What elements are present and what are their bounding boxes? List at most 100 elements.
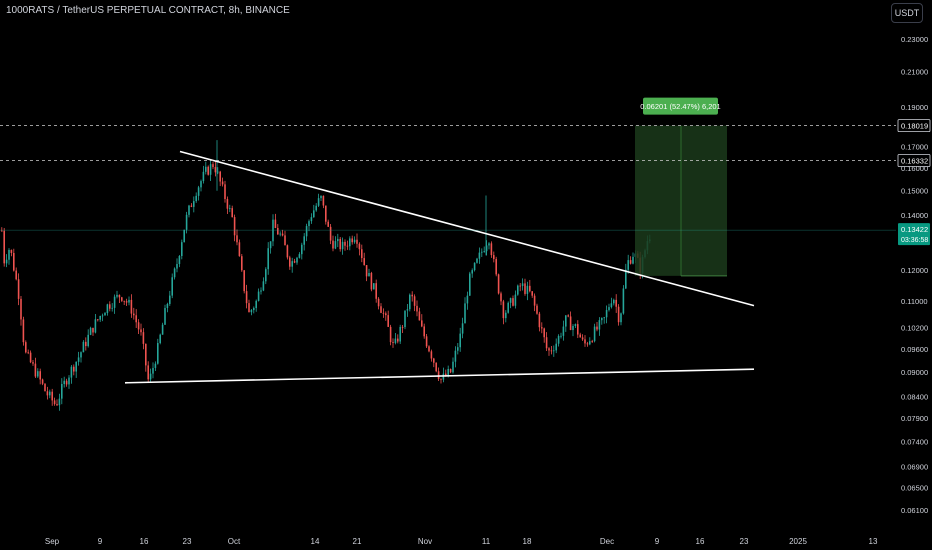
candle-body	[461, 323, 464, 334]
candle-body	[567, 315, 569, 317]
candle-body	[260, 290, 262, 292]
candle-body	[106, 304, 109, 314]
candle-body	[485, 245, 488, 252]
price-tick-label: 0.06100	[901, 506, 928, 515]
candle-body	[627, 260, 629, 270]
candle-body	[574, 324, 577, 326]
candle-body	[217, 171, 219, 173]
candle-body	[65, 380, 68, 385]
candle-body	[577, 324, 579, 335]
candle-body	[557, 335, 560, 344]
candle-body	[613, 299, 615, 304]
candle-body	[56, 404, 58, 406]
candle-body	[121, 297, 123, 301]
candle-body	[39, 371, 41, 380]
candle-body	[596, 326, 598, 330]
price-tick-label: 0.09600	[901, 345, 928, 354]
candle-body	[349, 238, 351, 247]
candle-body	[73, 366, 75, 372]
support-trendline	[124, 368, 755, 384]
candle-body	[538, 313, 541, 328]
candle-body	[123, 300, 125, 302]
candle-body	[411, 294, 413, 297]
candle-body	[409, 294, 411, 310]
candle-body	[161, 324, 164, 335]
price-tick-label: 0.06500	[901, 483, 928, 492]
date-tick-label: 9	[98, 537, 103, 546]
price-tick-label: 0.16000	[901, 164, 928, 173]
candle-body	[92, 327, 94, 333]
candle-body	[565, 315, 567, 327]
candle-body	[517, 285, 519, 295]
candle-body	[152, 367, 154, 374]
candle-body	[293, 261, 296, 263]
candle-body	[591, 341, 593, 342]
candle-body	[32, 362, 34, 364]
candle-body	[301, 244, 303, 255]
candle-body	[373, 283, 375, 290]
candle-body	[471, 270, 473, 274]
price-tick-label: 0.11000	[901, 297, 928, 306]
candle-body	[46, 391, 49, 396]
candle-body	[449, 368, 452, 373]
candle-body	[490, 243, 493, 256]
candle-body	[483, 251, 485, 252]
candle-body	[197, 187, 200, 196]
candle-body	[226, 199, 229, 209]
candle-body	[51, 391, 53, 401]
candle-body	[77, 357, 80, 362]
candle-body	[521, 283, 524, 287]
candle-body	[94, 319, 97, 333]
candle-body	[447, 368, 449, 376]
date-tick-label: 13	[869, 537, 878, 546]
candle-body	[269, 241, 272, 249]
candle-body	[80, 352, 82, 358]
candle-body	[61, 383, 63, 399]
candle-body	[25, 342, 27, 353]
candle-body	[493, 255, 495, 260]
candle-body	[15, 270, 17, 280]
candle-body	[308, 221, 310, 227]
candle-body	[27, 352, 29, 354]
price-tick-label: 0.12000	[901, 266, 928, 275]
candle-body	[473, 262, 476, 271]
candle-body	[514, 294, 517, 306]
candle-body	[20, 298, 22, 320]
currency-unit-button[interactable]: USDT	[891, 3, 923, 23]
candle-body	[387, 315, 389, 327]
candle-body	[500, 293, 502, 302]
candle-body	[272, 219, 274, 242]
candle-body	[625, 269, 627, 289]
candle-body	[118, 294, 121, 298]
candle-body	[601, 318, 603, 321]
candle-body	[202, 171, 205, 182]
candle-body	[58, 398, 61, 406]
candle-body	[457, 347, 459, 351]
candle-body	[545, 337, 548, 349]
candle-body	[317, 198, 320, 206]
candle-body	[608, 307, 610, 311]
candle-body	[404, 310, 406, 328]
candle-body	[128, 299, 130, 303]
candle-body	[53, 400, 56, 405]
candle-body	[322, 195, 325, 206]
candle-body	[236, 235, 238, 243]
candle-body	[531, 291, 533, 296]
candle-body	[356, 239, 358, 244]
candle-body	[303, 236, 305, 245]
candle-body	[555, 343, 557, 351]
candle-body	[97, 319, 99, 321]
candle-body	[229, 208, 231, 209]
candle-body	[617, 306, 620, 323]
date-tick-label: 16	[140, 537, 149, 546]
candle-body	[149, 373, 152, 380]
candle-body	[529, 285, 531, 292]
candle-body	[1, 230, 3, 232]
candle-body	[70, 366, 73, 378]
candle-body	[430, 351, 433, 359]
price-tick-label: 0.15000	[901, 187, 928, 196]
candle-body	[380, 306, 382, 313]
candle-body	[524, 283, 526, 294]
candle-body	[205, 166, 207, 172]
